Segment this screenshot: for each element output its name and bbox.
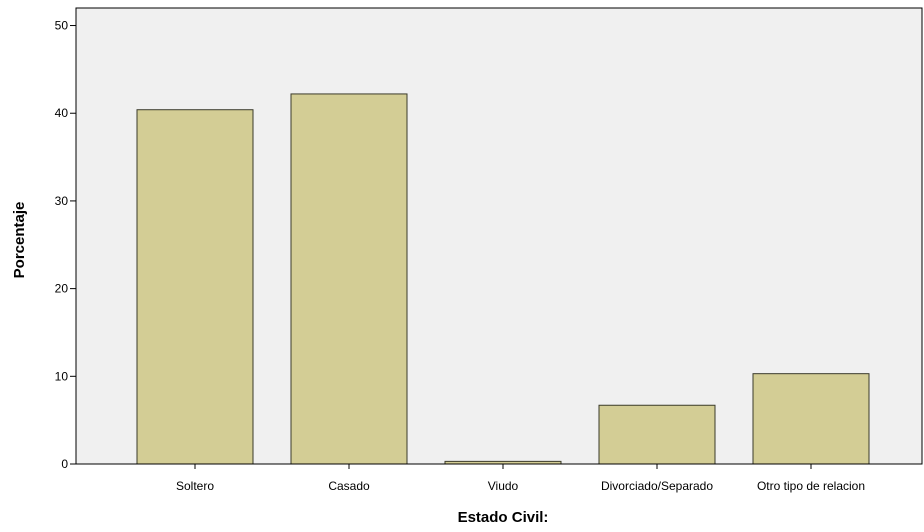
bars — [136, 93, 870, 465]
x-tick-label: Divorciado/Separado — [601, 479, 713, 493]
y-tick-label: 30 — [55, 194, 69, 208]
x-tick-label: Viudo — [488, 479, 519, 493]
bar-otro-tipo-de-relacion — [752, 373, 870, 465]
bar-casado — [290, 93, 408, 465]
y-axis-title: Porcentaje — [11, 202, 28, 279]
y-tick-label: 0 — [61, 457, 68, 471]
y-tick-label: 50 — [55, 19, 69, 33]
bar-divorciado-separado — [598, 404, 716, 465]
y-axis-ticks: 0 10 20 30 40 50 — [55, 19, 76, 471]
y-tick-label: 20 — [55, 282, 69, 296]
y-tick-label: 10 — [55, 369, 69, 383]
x-tick-label: Otro tipo de relacion — [757, 479, 865, 493]
x-axis-tick-labels: Soltero Casado Viudo Divorciado/Separado Otr… — [176, 464, 865, 493]
y-tick-label: 40 — [55, 106, 69, 120]
x-axis-title: Estado Civil: — [458, 509, 549, 526]
x-tick-label: Casado — [328, 479, 370, 493]
x-tick-label: Soltero — [176, 479, 214, 493]
bar-soltero — [136, 109, 254, 465]
